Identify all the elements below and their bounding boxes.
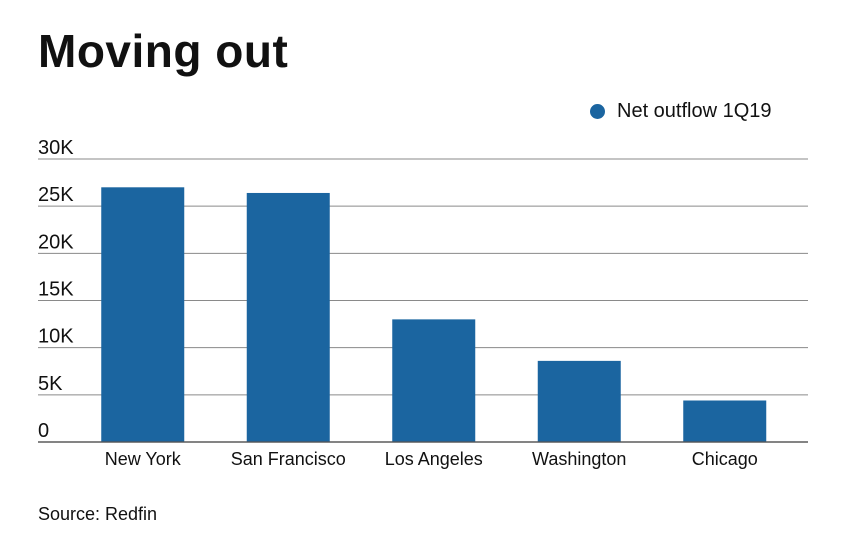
bar xyxy=(537,360,621,442)
legend: Net outflow 1Q19 xyxy=(590,100,772,123)
y-tick-label: 10K xyxy=(38,326,74,348)
bar xyxy=(246,192,330,442)
x-tick-label: San Francisco xyxy=(231,449,346,469)
x-tick-label: Washington xyxy=(532,449,626,469)
legend-label: Net outflow 1Q19 xyxy=(617,100,772,122)
y-tick-label: 0 xyxy=(38,420,49,442)
x-tick-label: Chicago xyxy=(692,449,758,469)
bar xyxy=(101,187,185,442)
y-tick-label: 15K xyxy=(38,279,74,301)
x-tick-label: New York xyxy=(105,449,182,469)
legend-marker xyxy=(590,104,605,119)
y-tick-label: 30K xyxy=(38,137,74,159)
y-tick-label: 25K xyxy=(38,184,74,206)
chart-title: Moving out xyxy=(38,25,289,77)
bar xyxy=(392,319,476,442)
bar xyxy=(683,400,767,442)
y-tick-label: 20K xyxy=(38,231,74,253)
y-tick-label: 5K xyxy=(38,373,63,395)
x-tick-label: Los Angeles xyxy=(385,449,483,469)
source-note: Source: Redfin xyxy=(38,504,158,524)
